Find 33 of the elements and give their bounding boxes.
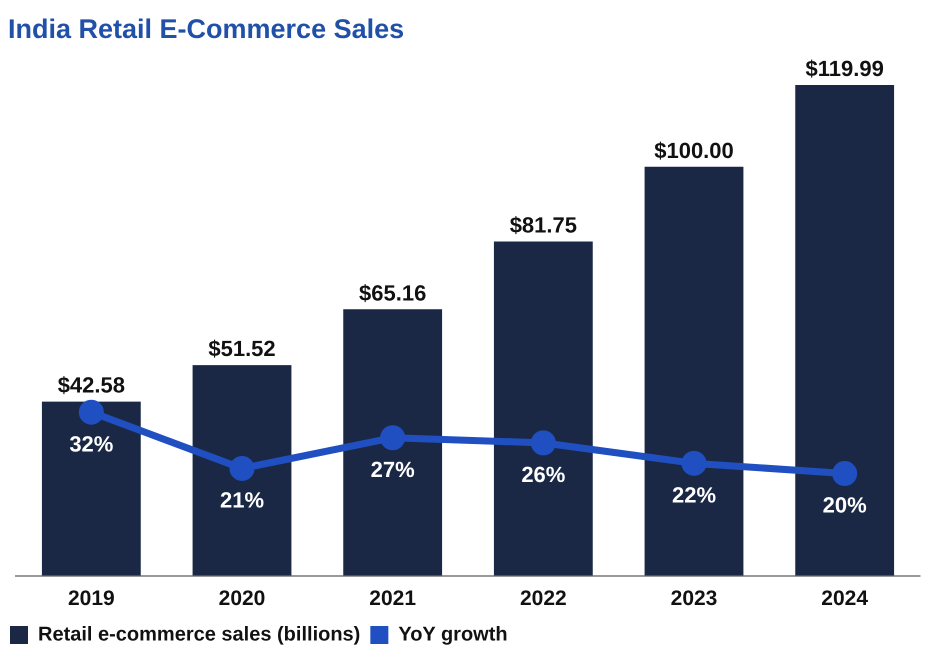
legend-label: Retail e-commerce sales (billions) [38, 624, 360, 646]
data-label: 22% [672, 482, 716, 508]
bar [192, 365, 292, 576]
legend-label: YoY growth [398, 624, 508, 646]
bar [795, 85, 894, 576]
x-tick-label: 2019 [68, 587, 115, 610]
data-label: $65.16 [359, 280, 426, 306]
data-label: 27% [370, 456, 415, 482]
bar [42, 402, 141, 576]
x-tick-label: 2021 [369, 587, 416, 610]
chart-title: India Retail E-Commerce Sales [8, 14, 404, 45]
point [230, 456, 254, 481]
data-label: $100.00 [654, 138, 734, 163]
data-label: 32% [69, 431, 114, 456]
data-label: 21% [220, 488, 264, 512]
data-label: 26% [521, 462, 566, 487]
data-label: $42.58 [58, 372, 125, 398]
point [78, 400, 104, 425]
x-tick-label: 2023 [670, 587, 718, 610]
point [380, 425, 406, 450]
point [832, 461, 858, 486]
bar [494, 241, 593, 576]
data-label: 20% [822, 492, 867, 518]
data-label: $51.52 [208, 336, 276, 362]
x-tick-label: 2022 [520, 587, 567, 610]
point [530, 430, 556, 456]
data-label: $81.75 [510, 212, 577, 238]
x-tick-label: 2020 [218, 587, 266, 610]
point [682, 450, 706, 476]
bar [644, 166, 744, 576]
bar [343, 309, 442, 576]
data-label: $119.99 [806, 56, 884, 82]
x-tick-label: 2024 [821, 587, 868, 610]
